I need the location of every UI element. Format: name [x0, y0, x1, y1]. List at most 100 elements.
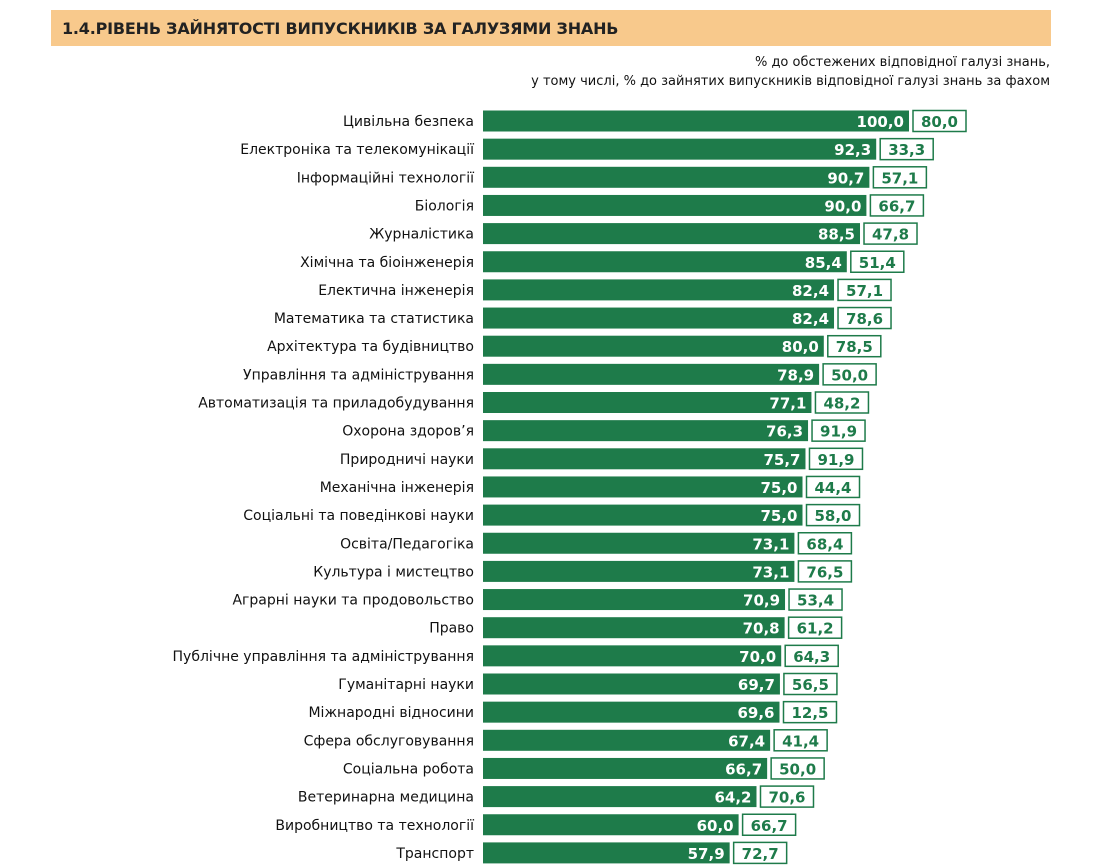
subtitle-line-1: % до обстежених відповідної галузі знань… [754, 55, 1050, 70]
secondary-value-box [822, 363, 877, 386]
secondary-value-label: 44,4 [814, 479, 851, 497]
secondary-value-label: 48,2 [823, 395, 860, 413]
bar-value-label: 77,1 [769, 395, 806, 413]
bar [483, 617, 785, 639]
secondary-value-box [808, 447, 864, 471]
secondary-value-box [741, 813, 797, 836]
bar-value-label: 78,9 [777, 366, 814, 384]
bar-value-label: 88,5 [818, 226, 855, 244]
category-label: Право [429, 621, 474, 637]
secondary-value-box [787, 616, 843, 639]
secondary-value-label: 68,4 [806, 535, 843, 553]
secondary-value-box [837, 278, 892, 302]
bar [483, 363, 820, 385]
bar-value-label: 57,9 [688, 845, 725, 863]
bar [483, 729, 771, 751]
bar [483, 392, 812, 413]
secondary-value-box [879, 137, 934, 161]
secondary-value-label: 51,4 [859, 254, 896, 272]
bar [483, 194, 867, 216]
category-label: Культура і мистецтво [313, 564, 474, 580]
secondary-value-label: 78,6 [846, 310, 883, 328]
secondary-value-label: 50,0 [779, 760, 816, 778]
category-label: Міжнародні відносини [308, 705, 474, 721]
bar-value-label: 70,8 [743, 620, 780, 638]
secondary-value-label: 66,7 [878, 197, 915, 215]
secondary-value-box [850, 250, 905, 273]
secondary-value-label: 50,0 [831, 366, 868, 384]
category-label: Сфера обслуговування [304, 733, 474, 749]
secondary-value-label: 57,1 [881, 169, 918, 187]
bar [483, 138, 877, 160]
secondary-value-label: 33,3 [888, 141, 925, 159]
secondary-value-box [869, 194, 925, 217]
bar-value-label: 82,4 [792, 310, 829, 328]
page-title: 1.4.РІВЕНЬ ЗАЙНЯТОСТІ ВИПУСКНИКІВ ЗА ГАЛ… [62, 18, 619, 38]
bar [483, 476, 803, 498]
bar-value-label: 75,7 [763, 451, 800, 469]
category-label: Електична інженерія [318, 283, 474, 299]
bar [483, 701, 780, 723]
category-label: Архітектура та будівництво [267, 339, 474, 355]
secondary-value-box [837, 306, 892, 330]
secondary-value-label: 57,1 [846, 282, 883, 300]
secondary-value-box [788, 588, 843, 611]
secondary-value-label: 41,4 [782, 732, 819, 750]
category-label: Автоматизація та приладобудування [198, 396, 474, 412]
bar [483, 532, 795, 554]
secondary-value-box [805, 475, 861, 499]
secondary-value-box [863, 222, 918, 245]
category-label: Біологія [415, 198, 474, 214]
bar [483, 448, 806, 470]
bar [483, 786, 757, 808]
bar-value-label: 70,9 [743, 592, 780, 610]
bar-value-label: 66,7 [725, 760, 762, 778]
bar [483, 110, 909, 132]
category-label: Соціальні та поведінкові науки [243, 508, 474, 524]
secondary-value-label: 47,8 [872, 226, 909, 244]
bar [483, 645, 782, 667]
bar-value-label: 73,1 [752, 535, 789, 553]
secondary-value-box [773, 729, 828, 752]
bar [483, 814, 739, 836]
bar [483, 251, 847, 273]
bar [483, 757, 768, 779]
secondary-value-label: 91,9 [820, 423, 857, 441]
secondary-value-label: 58,0 [814, 507, 851, 525]
bar [483, 335, 824, 357]
category-label: Гуманітарні науки [338, 677, 474, 693]
bar [483, 589, 786, 611]
bar-value-label: 67,4 [728, 732, 765, 750]
secondary-value-box [811, 419, 866, 442]
category-label: Механічна інженерія [320, 480, 474, 496]
bar-value-label: 82,4 [792, 282, 829, 300]
bar-value-label: 64,2 [714, 789, 751, 807]
subtitle-line-2: у тому числі, % до зайнятих випускників … [531, 74, 1050, 89]
category-label: Хімічна та біоінженерія [300, 255, 474, 271]
bar-value-label: 100,0 [857, 113, 904, 131]
category-label: Математика та статистика [274, 311, 474, 327]
secondary-value-label: 80,0 [921, 113, 958, 131]
secondary-value-box [805, 503, 861, 527]
secondary-value-box [797, 560, 853, 583]
secondary-value-box [770, 757, 825, 780]
bar-value-label: 75,0 [760, 507, 797, 525]
bar-value-label: 76,3 [766, 423, 803, 441]
bar-value-label: 73,1 [752, 563, 789, 581]
bar [483, 307, 835, 329]
secondary-value-box [732, 841, 788, 865]
secondary-value-box [912, 109, 967, 133]
bar [483, 842, 730, 864]
bar [483, 279, 835, 301]
secondary-value-label: 56,5 [792, 676, 829, 694]
category-label: Охорона здоров’я [342, 424, 474, 440]
category-label: Виробництво та технології [275, 818, 474, 834]
bar-value-label: 70,0 [739, 648, 776, 666]
bar [483, 560, 795, 582]
bar-value-label: 90,7 [827, 169, 864, 187]
secondary-value-label: 66,7 [751, 817, 788, 835]
secondary-value-label: 72,7 [742, 845, 779, 863]
category-label: Аграрні науки та продовольство [232, 593, 474, 609]
bar-value-label: 92,3 [834, 141, 871, 159]
secondary-value-label: 12,5 [791, 704, 828, 722]
